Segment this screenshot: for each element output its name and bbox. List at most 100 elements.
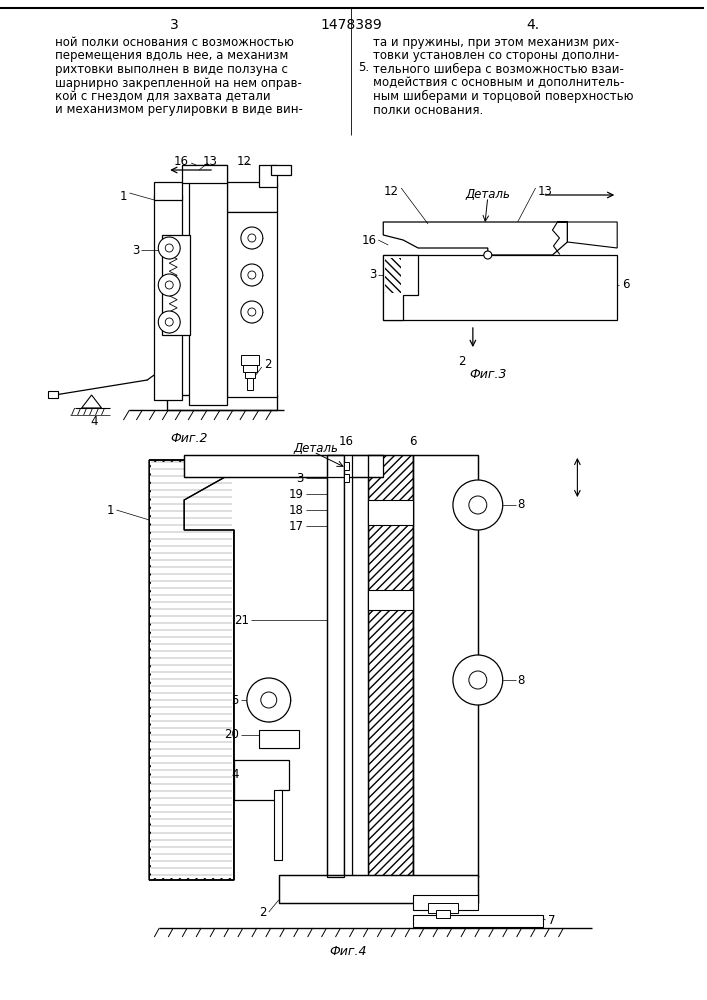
- Bar: [415, 457, 475, 875]
- Text: и механизмом регулировки в виде вин-: и механизмом регулировки в виде вин-: [54, 104, 303, 116]
- Bar: [413, 455, 478, 877]
- Bar: [344, 462, 349, 470]
- Text: рихтовки выполнен в виде ползуна с: рихтовки выполнен в виде ползуна с: [54, 63, 288, 76]
- Bar: [241, 355, 259, 365]
- Circle shape: [165, 281, 173, 289]
- Text: 5.: 5.: [358, 61, 370, 74]
- Bar: [344, 455, 352, 877]
- Text: 2: 2: [458, 355, 466, 368]
- Bar: [186, 457, 271, 475]
- Circle shape: [453, 480, 503, 530]
- Bar: [154, 195, 182, 400]
- Bar: [215, 165, 227, 183]
- Bar: [154, 182, 182, 200]
- Text: товки установлен со стороны дополни-: товки установлен со стороны дополни-: [373, 49, 619, 62]
- Text: 1: 1: [107, 504, 115, 516]
- Circle shape: [241, 264, 263, 286]
- Bar: [413, 895, 478, 910]
- Text: 16: 16: [174, 155, 189, 168]
- Text: тельного шибера с возможностью взаи-: тельного шибера с возможностью взаи-: [373, 63, 624, 76]
- Bar: [352, 455, 368, 877]
- Text: 12: 12: [383, 185, 398, 198]
- Text: 16: 16: [339, 435, 354, 448]
- Bar: [271, 165, 291, 175]
- Text: полки основания.: полки основания.: [373, 104, 484, 116]
- Circle shape: [469, 496, 487, 514]
- Bar: [154, 195, 182, 400]
- Bar: [327, 455, 344, 877]
- Text: ной полки основания с возможностью: ной полки основания с возможностью: [54, 36, 293, 49]
- Bar: [227, 182, 276, 212]
- Bar: [370, 502, 410, 523]
- Text: 18: 18: [288, 504, 303, 516]
- Bar: [281, 877, 475, 901]
- Bar: [370, 592, 410, 608]
- Text: ным шиберами и торцовой поверхностью: ным шиберами и торцовой поверхностью: [373, 90, 633, 103]
- Text: 3: 3: [296, 472, 303, 485]
- Text: 2: 2: [259, 906, 267, 918]
- Circle shape: [241, 227, 263, 249]
- Bar: [385, 258, 401, 293]
- Bar: [383, 255, 617, 320]
- Text: 17: 17: [288, 520, 303, 532]
- Text: 16: 16: [361, 233, 376, 246]
- Bar: [368, 455, 413, 877]
- Text: 8: 8: [518, 674, 525, 686]
- Bar: [329, 457, 342, 875]
- Text: перемещения вдоль нее, а механизм: перемещения вдоль нее, а механизм: [54, 49, 288, 62]
- Bar: [227, 182, 276, 212]
- Bar: [245, 372, 255, 378]
- Bar: [182, 165, 227, 183]
- Bar: [308, 457, 373, 475]
- Bar: [243, 365, 257, 372]
- Polygon shape: [383, 255, 418, 320]
- Bar: [227, 212, 276, 397]
- Text: 6: 6: [622, 278, 630, 292]
- Bar: [413, 915, 542, 927]
- Text: 12: 12: [236, 155, 252, 168]
- Text: Фиг.4: Фиг.4: [329, 945, 367, 958]
- Text: шарнирно закрепленной на нем оправ-: шарнирно закрепленной на нем оправ-: [54, 77, 302, 90]
- Text: та и пружины, при этом механизм рих-: та и пружины, при этом механизм рих-: [373, 36, 619, 49]
- Bar: [227, 212, 276, 397]
- Bar: [368, 590, 413, 610]
- Text: 8: 8: [518, 498, 525, 512]
- Bar: [154, 182, 182, 200]
- Text: 2: 2: [264, 359, 271, 371]
- Text: 1: 1: [120, 190, 127, 203]
- Circle shape: [261, 692, 276, 708]
- Circle shape: [469, 671, 487, 689]
- Polygon shape: [81, 395, 102, 408]
- Circle shape: [158, 237, 180, 259]
- Circle shape: [247, 678, 291, 722]
- Text: модействия с основным и дополнитель-: модействия с основным и дополнитель-: [373, 77, 625, 90]
- Circle shape: [248, 234, 256, 242]
- Text: 6: 6: [409, 435, 417, 448]
- Text: 21: 21: [234, 613, 249, 626]
- Text: 3: 3: [369, 268, 376, 282]
- Bar: [189, 165, 227, 405]
- Bar: [164, 238, 176, 298]
- Bar: [151, 462, 233, 878]
- Bar: [415, 916, 541, 925]
- Bar: [259, 731, 285, 739]
- Bar: [274, 790, 281, 860]
- Text: 3: 3: [170, 18, 179, 32]
- Bar: [48, 391, 58, 398]
- Circle shape: [165, 244, 173, 252]
- Polygon shape: [383, 222, 568, 255]
- Circle shape: [248, 308, 256, 316]
- Polygon shape: [557, 222, 617, 248]
- Circle shape: [484, 251, 492, 259]
- Text: 4.: 4.: [526, 18, 539, 32]
- Circle shape: [158, 311, 180, 333]
- Text: 7: 7: [547, 914, 555, 926]
- Bar: [259, 730, 298, 748]
- Circle shape: [241, 301, 263, 323]
- Text: 5: 5: [231, 694, 239, 706]
- Text: 13: 13: [203, 155, 218, 168]
- Text: 4: 4: [231, 768, 239, 782]
- Polygon shape: [234, 760, 288, 800]
- Circle shape: [453, 655, 503, 705]
- Circle shape: [158, 274, 180, 296]
